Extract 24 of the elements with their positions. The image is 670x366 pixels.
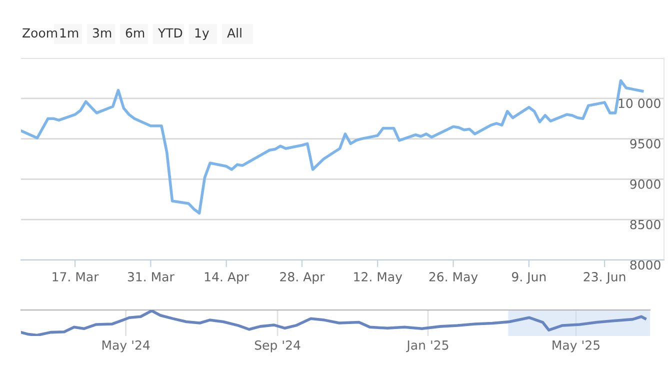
x-tick-label: 31. Mar <box>128 272 174 282</box>
x-tick-label: 14. Apr <box>204 272 250 284</box>
y-tick-label: 9000 <box>630 179 660 189</box>
x-tick-label: Jan '25 <box>406 340 448 352</box>
text: 1m <box>60 28 78 38</box>
text: 3m <box>92 28 112 38</box>
y-tick-label: 8500 <box>630 220 660 230</box>
x-tick-label: 26. May <box>429 272 478 284</box>
text: All <box>227 28 242 38</box>
x-tick-label: Sep '24 <box>254 340 300 352</box>
y-tick-label: 10 000 <box>618 98 660 108</box>
y-tick-label: 9500 <box>630 139 660 148</box>
text: 1y <box>195 28 209 40</box>
y-tick-label: 8000 <box>630 260 660 270</box>
text: 6m <box>126 28 144 38</box>
x-tick-label: 17. Mar <box>52 272 99 282</box>
x-tick-label: 28. Apr <box>280 272 325 284</box>
x-tick-label: 23. Jun <box>584 272 626 284</box>
text: Zoom <box>22 28 57 38</box>
text: YTD <box>158 28 182 38</box>
x-tick-label: May '24 <box>102 340 150 352</box>
x-tick-label: 12. May <box>354 272 402 284</box>
x-tick-label: 9. Jun <box>512 272 546 284</box>
x-tick-label: May '25 <box>552 340 600 352</box>
